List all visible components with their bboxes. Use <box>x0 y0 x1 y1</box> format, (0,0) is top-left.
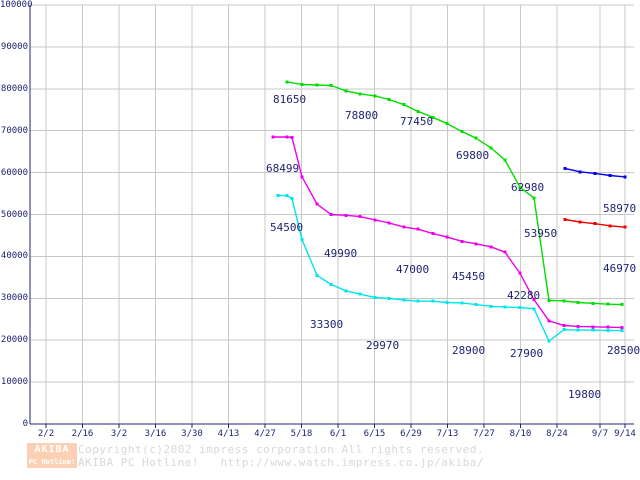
x-tick-label: 3/2 <box>110 429 128 439</box>
data-value-label: 77450 <box>400 115 434 128</box>
x-tick-label: 2/2 <box>37 429 55 439</box>
data-value-label: 42280 <box>507 289 541 302</box>
axis-lines <box>29 5 634 428</box>
x-tick-label: 6/1 <box>329 429 347 439</box>
x-tick-label: 3/16 <box>144 429 167 439</box>
data-value-label: 49990 <box>324 247 358 260</box>
y-tick-label: 70000 <box>0 125 28 136</box>
x-tick-label: 7/13 <box>436 429 459 439</box>
y-tick-label: 100000 <box>0 0 33 10</box>
data-value-label: 28900 <box>452 344 486 357</box>
y-tick-label: 0 <box>22 419 28 429</box>
data-value-label: 78800 <box>345 109 379 122</box>
footer-credit: Copyright(c)2002 impress corporation All… <box>78 443 638 469</box>
x-tick-label: 9/7 <box>591 429 609 439</box>
data-value-label: 46970 <box>603 262 637 275</box>
y-tick-label: 30000 <box>0 293 28 304</box>
data-value-label: 68499 <box>266 162 300 175</box>
akiba-logo: AKIBA PC Hotline! <box>27 443 77 468</box>
x-tick-label: 3/30 <box>181 429 203 439</box>
data-value-label: 58970 <box>603 202 637 215</box>
x-tick-label: 4/27 <box>254 429 276 439</box>
data-value-label: 19800 <box>568 388 602 401</box>
akiba-logo-bottom-text: PC Hotline! <box>28 458 76 466</box>
data-value-label: 54500 <box>270 221 304 234</box>
site-url-text: AKIBA PC Hotline! http://www.watch.impre… <box>78 456 484 469</box>
x-tick-label: 8/24 <box>546 429 568 439</box>
x-tick-label: 5/18 <box>290 429 313 439</box>
y-tick-label: 20000 <box>0 335 28 346</box>
y-tick-label: 80000 <box>0 83 28 94</box>
data-value-label: 27900 <box>510 347 544 360</box>
x-tick-label: 4/13 <box>217 429 240 439</box>
data-value-label: 81650 <box>273 93 307 106</box>
data-value-label: 28500 <box>607 344 640 357</box>
akiba-logo-top-text: AKIBA <box>34 444 70 455</box>
data-value-label: 69800 <box>456 149 490 162</box>
data-value-label: 53950 <box>524 227 558 240</box>
x-tick-label: 2/16 <box>71 429 94 439</box>
y-tick-label: 40000 <box>0 251 28 262</box>
x-tick-label: 9/14 <box>614 429 636 439</box>
y-tick-label: 60000 <box>0 167 28 178</box>
data-series-group <box>271 80 627 343</box>
y-tick-label: 50000 <box>0 209 28 220</box>
data-value-label: 62980 <box>511 181 545 194</box>
y-tick-label: 90000 <box>0 41 28 52</box>
data-value-label: 33300 <box>310 318 344 331</box>
x-tick-label: 6/29 <box>400 429 422 439</box>
data-value-label: 45450 <box>452 270 486 283</box>
x-tick-label: 7/27 <box>473 429 495 439</box>
y-tick-label: 10000 <box>0 377 28 388</box>
data-value-label: 47000 <box>396 263 430 276</box>
copyright-text: Copyright(c)2002 impress corporation All… <box>78 443 484 456</box>
x-tick-label: 6/15 <box>363 429 386 439</box>
x-tick-label: 8/10 <box>509 429 532 439</box>
data-value-label: 29970 <box>366 339 400 352</box>
